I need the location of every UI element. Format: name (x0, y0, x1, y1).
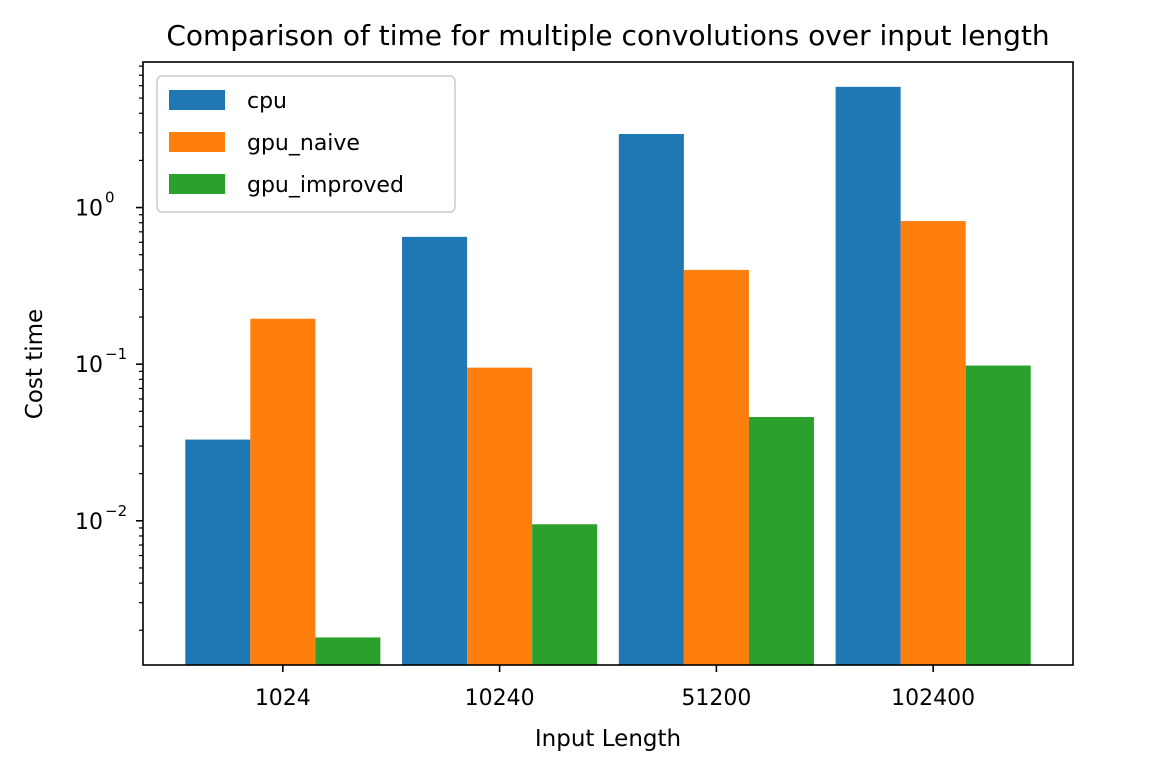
y-axis-label: Cost time (22, 309, 48, 419)
chart-title: Comparison of time for multiple convolut… (166, 19, 1049, 52)
bar-cpu-1024 (185, 439, 251, 665)
legend-label-gpu_improved: gpu_improved (247, 173, 404, 198)
bar-cpu-10240 (402, 236, 468, 666)
legend-swatch-gpu_naive (169, 132, 225, 152)
legend: cpu gpu_naive gpu_improved (156, 75, 456, 213)
y-tick-exponent: −1 (105, 345, 127, 363)
bar-gpu_naive-102400 (900, 221, 966, 665)
bar-gpu_naive-1024 (250, 318, 316, 665)
legend-box (156, 75, 456, 213)
bar-gpu_improved-102400 (965, 365, 1031, 665)
x-axis: 1024 10240 51200 102400 (255, 665, 975, 711)
bar-gpu_naive-10240 (467, 367, 533, 665)
bar-gpu_improved-10240 (532, 524, 598, 665)
y-tick-label: 10 (75, 197, 103, 222)
bar-gpu_improved-51200 (748, 416, 814, 665)
y-tick-label: 10 (75, 353, 103, 378)
x-tick-label: 10240 (465, 686, 535, 711)
y-tick-exponent: 0 (105, 189, 115, 207)
bar-gpu_improved-1024 (315, 637, 381, 665)
plot-area (185, 86, 1031, 666)
y-tick-exponent: −2 (105, 502, 127, 520)
x-axis-label: Input Length (535, 726, 681, 752)
x-tick-label: 102400 (891, 686, 975, 711)
y-tick-label: 10 (75, 510, 103, 535)
legend-label-cpu: cpu (247, 89, 287, 114)
x-tick-label: 1024 (255, 686, 311, 711)
legend-swatch-gpu_improved (169, 174, 225, 194)
legend-swatch-cpu (169, 90, 225, 110)
bar-gpu_naive-51200 (683, 269, 749, 665)
legend-label-gpu_naive: gpu_naive (247, 131, 360, 156)
x-tick-label: 51200 (681, 686, 751, 711)
bar-cpu-102400 (835, 86, 901, 665)
bar-cpu-51200 (618, 133, 684, 666)
